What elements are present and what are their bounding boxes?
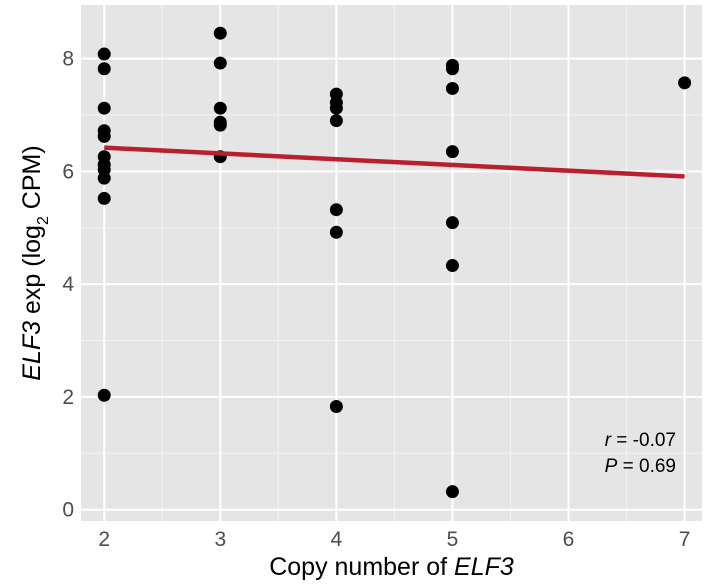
y-axis-tick-labels: 0 2 4 6 8 bbox=[62, 48, 74, 522]
data-point bbox=[97, 129, 111, 143]
y-tick-label: 6 bbox=[62, 160, 74, 183]
data-point bbox=[678, 76, 692, 90]
data-point bbox=[97, 388, 111, 402]
r-value: = -0.07 bbox=[611, 430, 676, 451]
minor-gridlines bbox=[81, 5, 702, 521]
x-tick-label: 6 bbox=[563, 528, 575, 551]
data-point bbox=[213, 26, 227, 40]
data-point bbox=[213, 101, 227, 115]
x-tick-label: 3 bbox=[214, 528, 226, 551]
p-value: = 0.69 bbox=[617, 456, 676, 477]
y-axis-title-text2: CPM) bbox=[18, 145, 46, 216]
data-point bbox=[445, 485, 459, 499]
data-point bbox=[97, 47, 111, 61]
y-tick-label: 8 bbox=[62, 48, 74, 71]
plot-background bbox=[81, 5, 702, 521]
data-point bbox=[329, 225, 343, 239]
data-point bbox=[445, 62, 459, 76]
data-point bbox=[445, 216, 459, 230]
data-point bbox=[329, 101, 343, 115]
data-point bbox=[445, 145, 459, 159]
y-axis-title-text1: exp (log bbox=[18, 225, 46, 321]
y-axis-title: ELF3 exp (log2 CPM) bbox=[18, 145, 52, 380]
x-axis-tick-labels: 2 3 4 5 6 7 bbox=[98, 528, 690, 551]
x-tick-label: 4 bbox=[331, 528, 343, 551]
stat-annotation: r = -0.07 P = 0.69 bbox=[605, 430, 676, 477]
y-tick-label: 0 bbox=[62, 499, 74, 522]
y-axis-title-gene: ELF3 bbox=[18, 321, 46, 381]
x-tick-label: 7 bbox=[679, 528, 691, 551]
regression-line bbox=[104, 145, 685, 179]
data-point bbox=[213, 56, 227, 70]
y-tick-label: 2 bbox=[62, 386, 74, 409]
data-point bbox=[329, 114, 343, 128]
x-tick-label: 2 bbox=[98, 528, 110, 551]
data-point bbox=[329, 400, 343, 414]
p-annotation: P = 0.69 bbox=[605, 456, 676, 477]
data-point bbox=[97, 171, 111, 185]
x-axis-title: Copy number of ELF3 bbox=[269, 553, 514, 581]
p-label: P bbox=[605, 456, 618, 477]
x-axis-title-prefix: Copy number of bbox=[269, 553, 454, 581]
data-point bbox=[97, 191, 111, 205]
data-point bbox=[445, 81, 459, 95]
data-point bbox=[97, 62, 111, 76]
x-axis-title-gene: ELF3 bbox=[454, 553, 514, 581]
data-point bbox=[97, 101, 111, 115]
r-annotation: r = -0.07 bbox=[605, 430, 676, 451]
data-point bbox=[213, 118, 227, 132]
r-label: r bbox=[605, 430, 612, 451]
y-tick-label: 4 bbox=[62, 273, 74, 296]
data-point bbox=[445, 259, 459, 273]
y-axis-title-subscript: 2 bbox=[35, 216, 52, 225]
data-point bbox=[329, 203, 343, 217]
x-tick-label: 5 bbox=[447, 528, 459, 551]
